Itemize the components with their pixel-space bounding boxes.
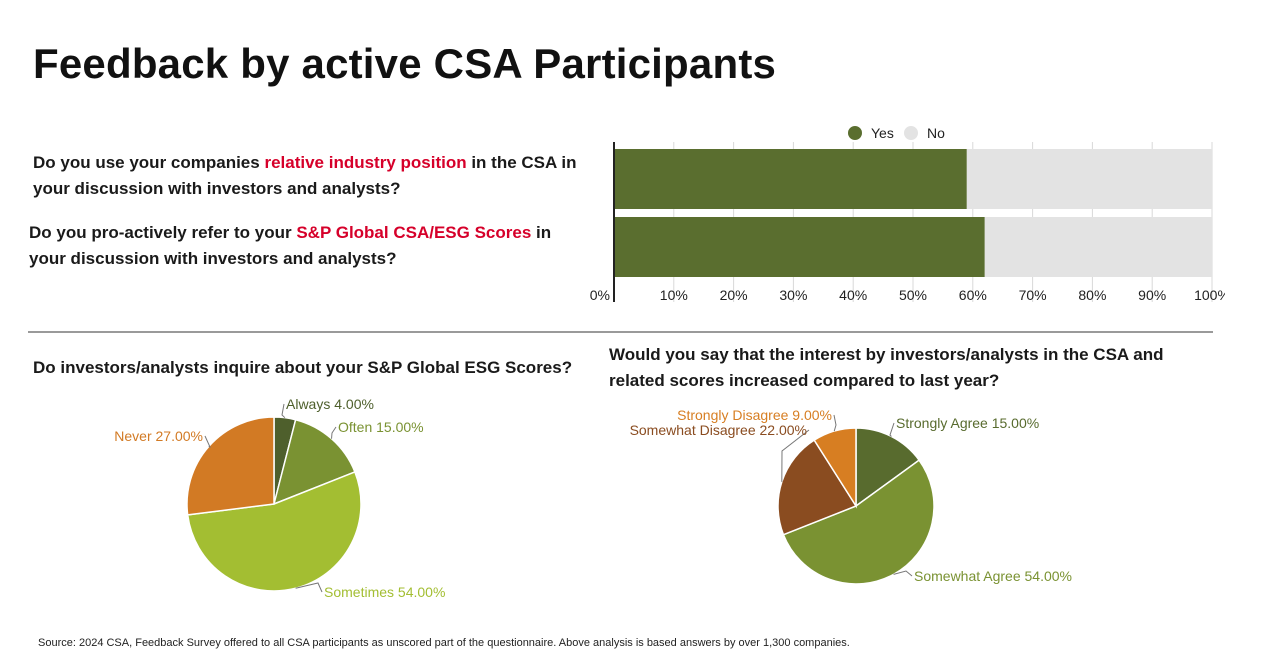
pie-leader-line bbox=[204, 435, 211, 448]
section-divider bbox=[28, 331, 1213, 333]
pie-slice bbox=[782, 459, 935, 585]
question-highlight: S&P Global CSA/ESG Scores bbox=[296, 223, 532, 242]
bar-no-2 bbox=[984, 217, 1212, 277]
x-tick-label: 60% bbox=[959, 287, 987, 303]
x-tick-label: 90% bbox=[1138, 287, 1166, 303]
pie-slice-label: Never 27.00% bbox=[114, 428, 203, 444]
question-highlight: relative industry position bbox=[264, 153, 467, 172]
pie-slice bbox=[777, 439, 858, 536]
question-industry-position: Do you use your companies relative indus… bbox=[33, 150, 593, 202]
x-tick-label: 100% bbox=[1194, 287, 1225, 303]
legend-label-yes: Yes bbox=[871, 125, 894, 141]
page-title: Feedback by active CSA Participants bbox=[33, 40, 777, 87]
pie-slice-label: Often 15.00% bbox=[338, 419, 424, 435]
legend-swatch-no bbox=[904, 126, 918, 140]
interest-pie-chart: Strongly Agree 15.00% Somewhat Agree 54.0… bbox=[630, 407, 1072, 585]
pie-leader-line bbox=[331, 426, 337, 439]
question-text: Do you use your companies bbox=[33, 153, 265, 172]
question-text: in the CSA in your discussion with inves… bbox=[33, 153, 577, 198]
question-investor-inquiry: Do investors/analysts inquire about your… bbox=[33, 358, 573, 377]
question-interest-increase: Would you say that the interest by inves… bbox=[609, 345, 1164, 390]
pie-leader-line bbox=[833, 414, 837, 432]
pie-leader-line bbox=[295, 582, 323, 593]
source-note: Source: 2024 CSA, Feedback Survey offere… bbox=[38, 637, 850, 649]
pie-leader-line bbox=[781, 429, 810, 482]
x-tick-label: 50% bbox=[899, 287, 927, 303]
pie-slice-label: Always 4.00% bbox=[286, 396, 374, 412]
pie-slice bbox=[272, 418, 356, 506]
bar-yes-2 bbox=[614, 217, 985, 277]
pie-slice-label: Strongly Disagree 9.00% bbox=[677, 407, 832, 423]
x-tick-label: 10% bbox=[660, 287, 688, 303]
x-tick-label: 0% bbox=[590, 287, 610, 303]
x-tick-label: 80% bbox=[1078, 287, 1106, 303]
pie-leader-line bbox=[281, 403, 286, 419]
pie-leader-line bbox=[893, 570, 913, 577]
bar-no-1 bbox=[966, 149, 1212, 209]
inquiry-pie-chart: Always 4.00% Often 15.00% Sometimes 54.00%… bbox=[114, 396, 445, 600]
pie-slice-label: Sometimes 54.00% bbox=[324, 584, 445, 600]
x-tick-label: 20% bbox=[720, 287, 748, 303]
legend-swatch-yes bbox=[848, 126, 862, 140]
question-text: in your discussion with investors and an… bbox=[29, 223, 552, 268]
pie-slice-label: Somewhat Agree 54.00% bbox=[914, 568, 1072, 584]
x-tick-label: 30% bbox=[779, 287, 807, 303]
legend-label-no: No bbox=[927, 125, 945, 141]
question-text: Do you pro-actively refer to your bbox=[29, 223, 297, 242]
question-esg-scores: Do you pro-actively refer to your S&P Gl… bbox=[29, 220, 589, 272]
pie-slice-label: Somewhat Disagree 22.00% bbox=[630, 422, 807, 438]
bar-yes-1 bbox=[614, 149, 967, 209]
x-tick-label: 40% bbox=[839, 287, 867, 303]
pie-leader-line bbox=[889, 422, 895, 437]
yes-no-bar-chart: 0% 10% 20% 30% 40% 50% 60% 70% 80% 90% 100% Yes No bbox=[590, 125, 1225, 303]
x-tick-label: 70% bbox=[1019, 287, 1047, 303]
pie-slice-label: Strongly Agree 15.00% bbox=[896, 415, 1039, 431]
